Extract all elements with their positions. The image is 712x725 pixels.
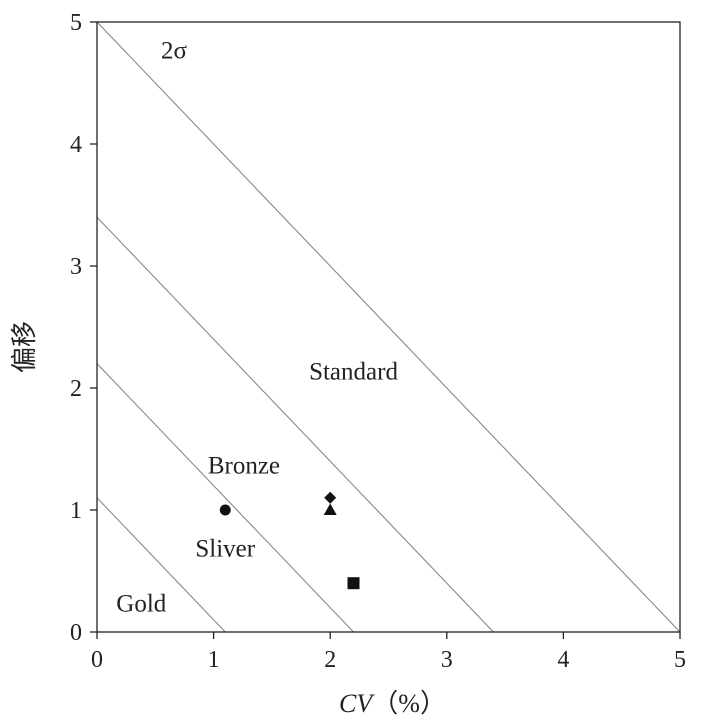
line-sliver xyxy=(96,363,354,633)
point-diamond-marker xyxy=(324,491,337,504)
y-axis: 0 1 2 3 4 5 xyxy=(70,10,97,646)
x-axis: 0 1 2 3 4 5 xyxy=(91,632,686,673)
plot-frame xyxy=(96,21,681,633)
region-label-2sigma: 2σ xyxy=(161,38,188,65)
x-axis-title-variable: CV xyxy=(339,689,375,718)
point-circle-marker xyxy=(219,504,231,516)
region-label-standard: Standard xyxy=(309,358,398,385)
x-axis-title-unit: （%） xyxy=(372,689,446,718)
x-tick-label: 5 xyxy=(674,647,686,673)
x-axis-title: CV（%） xyxy=(339,689,446,718)
region-label-bronze: Bronze xyxy=(208,452,280,479)
line-standard xyxy=(96,21,681,633)
region-labels: Gold Sliver Bronze Standard 2σ xyxy=(116,38,398,618)
y-tick-label: 5 xyxy=(70,10,82,36)
x-tick-label: 3 xyxy=(441,647,453,673)
y-tick-label: 4 xyxy=(70,132,82,158)
line-gold xyxy=(96,497,226,633)
y-tick-label: 0 xyxy=(70,620,82,646)
region-label-gold: Gold xyxy=(116,590,167,617)
y-tick-label: 1 xyxy=(70,498,82,524)
point-triangle-marker xyxy=(323,503,337,515)
data-points xyxy=(219,491,360,590)
x-tick-label: 1 xyxy=(208,647,220,673)
x-tick-label: 4 xyxy=(557,647,569,673)
x-tick-label: 0 xyxy=(91,647,103,673)
y-tick-label: 3 xyxy=(70,254,82,280)
x-tick-label: 2 xyxy=(324,647,336,673)
diagonal-lines xyxy=(96,21,681,633)
y-axis-title: 偏移 xyxy=(10,321,39,373)
y-tick-label: 2 xyxy=(70,376,82,402)
point-square-marker xyxy=(347,577,360,590)
line-bronze xyxy=(96,216,494,633)
region-label-sliver: Sliver xyxy=(195,535,255,562)
